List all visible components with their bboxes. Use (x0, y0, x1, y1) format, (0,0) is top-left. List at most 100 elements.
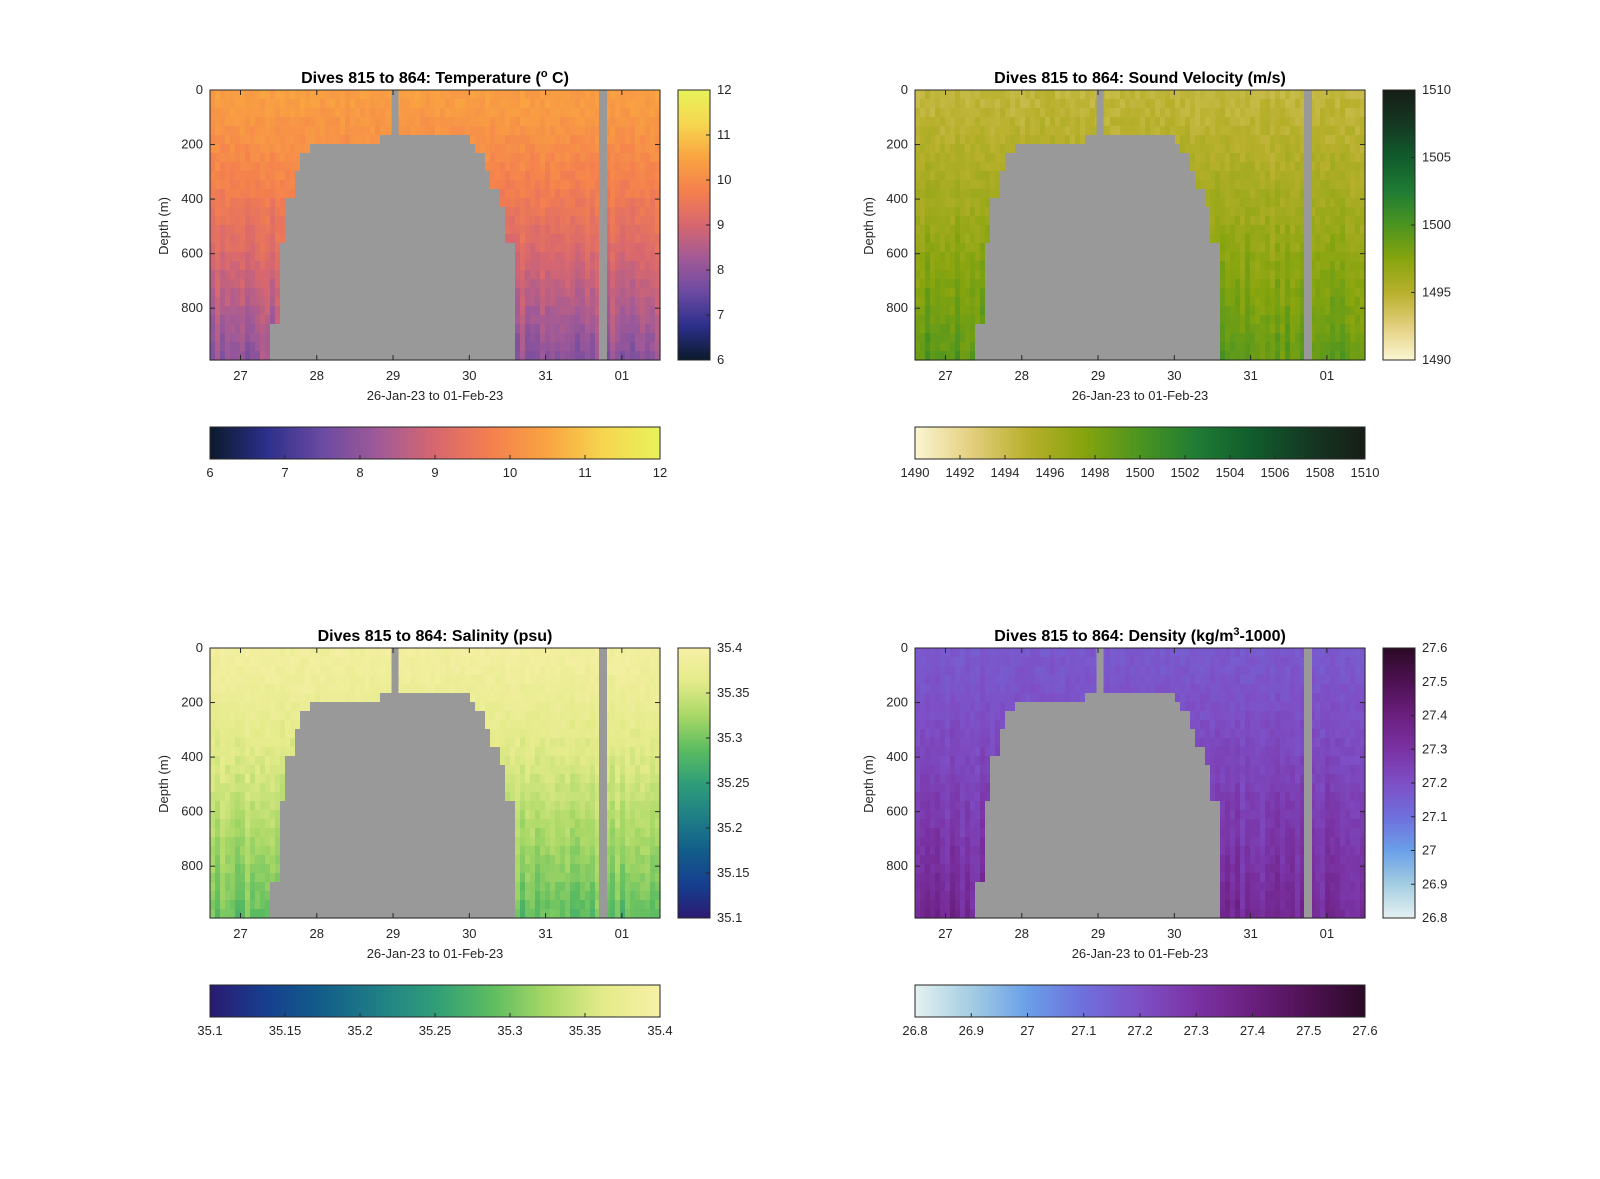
heatmap-cell (955, 198, 961, 208)
heatmap-cell (1080, 144, 1086, 154)
heatmap-cell (635, 207, 641, 217)
heatmap-cell (1065, 144, 1071, 154)
heatmap-cell (1040, 180, 1046, 190)
heatmap-cell (1235, 261, 1241, 271)
heatmap-cell (480, 99, 486, 109)
heatmap-cell (1000, 99, 1006, 109)
heatmap-cell (450, 108, 456, 118)
heatmap-cell (1190, 189, 1196, 199)
heatmap-cell (1275, 144, 1281, 154)
heatmap-cell (930, 117, 936, 127)
heatmap-cell (990, 90, 996, 100)
heatmap-cell (470, 351, 476, 361)
heatmap-cell (260, 108, 266, 118)
heatmap-cell (555, 90, 561, 100)
heatmap-cell (1105, 216, 1111, 226)
heatmap-cell (415, 198, 421, 208)
heatmap-cell (520, 270, 526, 280)
heatmap-cell (430, 234, 436, 244)
heatmap-cell (1235, 252, 1241, 262)
heatmap-cell (1035, 315, 1041, 325)
heatmap-cell (515, 243, 521, 253)
heatmap-cell (580, 342, 586, 352)
heatmap-cell (1015, 351, 1021, 361)
heatmap-cell (1160, 99, 1166, 109)
heatmap-cell (1115, 207, 1121, 217)
heatmap-cell (430, 90, 436, 100)
heatmap-cell (250, 171, 256, 181)
heatmap-cell (540, 270, 546, 280)
heatmap-cell (1220, 189, 1226, 199)
heatmap-cell (395, 315, 401, 325)
heatmap-cell (320, 225, 326, 235)
heatmap-cell (290, 99, 296, 109)
heatmap-cell (1005, 297, 1011, 307)
heatmap-cell (1070, 324, 1076, 334)
heatmap-cell (1250, 288, 1256, 298)
heatmap-cell (1030, 126, 1036, 136)
heatmap-cell (1210, 324, 1216, 334)
plot-title: Dives 815 to 864: Temperature (o C) (301, 68, 569, 87)
heatmap-cell (1250, 180, 1256, 190)
heatmap-cell (1205, 108, 1211, 118)
heatmap-cell (935, 189, 941, 199)
heatmap-cell (340, 180, 346, 190)
heatmap-cell (230, 117, 236, 127)
heatmap-cell (1015, 180, 1021, 190)
heatmap-cell (315, 144, 321, 154)
heatmap-cell (635, 171, 641, 181)
heatmap-cell (535, 243, 541, 253)
heatmap-cell (1035, 288, 1041, 298)
heatmap-cell (1025, 306, 1031, 316)
heatmap-cell (380, 234, 386, 244)
heatmap-cell (965, 126, 971, 136)
heatmap-cell (990, 153, 996, 163)
heatmap-cell (275, 297, 281, 307)
heatmap-cell (1200, 342, 1206, 352)
heatmap-cell (1035, 216, 1041, 226)
heatmap-cell (380, 342, 386, 352)
heatmap-cell (1130, 225, 1136, 235)
heatmap-cell (245, 324, 251, 334)
heatmap-cell (935, 351, 941, 361)
heatmap-cell (625, 207, 631, 217)
heatmap-cell (1160, 162, 1166, 172)
heatmap-cell (415, 234, 421, 244)
heatmap-cell (275, 162, 281, 172)
heatmap-cell (365, 189, 371, 199)
heatmap-cell (655, 198, 661, 208)
heatmap-cell (305, 108, 311, 118)
heatmap-cell (225, 198, 231, 208)
heatmap-cell (580, 306, 586, 316)
heatmap-cell (485, 117, 491, 127)
heatmap-cell (545, 270, 551, 280)
heatmap-cell (220, 207, 226, 217)
heatmap-cell (1020, 99, 1026, 109)
heatmap-cell (270, 270, 276, 280)
heatmap-cell (1125, 117, 1131, 127)
heatmap-cell (360, 153, 366, 163)
heatmap-cell (1135, 198, 1141, 208)
heatmap-cell (490, 126, 496, 136)
heatmap-cell (925, 117, 931, 127)
heatmap-cell (1110, 90, 1116, 100)
heatmap-cell (210, 297, 216, 307)
heatmap-cell (1120, 189, 1126, 199)
heatmap-cell (1055, 162, 1061, 172)
heatmap-cell (420, 171, 426, 181)
heatmap-cell (225, 189, 231, 199)
heatmap-cell (955, 171, 961, 181)
heatmap-cell (1210, 153, 1216, 163)
heatmap-cell (980, 216, 986, 226)
heatmap-cell (1055, 117, 1061, 127)
heatmap-cell (1235, 342, 1241, 352)
heatmap-cell (455, 189, 461, 199)
heatmap-cell (1275, 279, 1281, 289)
heatmap-cell (570, 306, 576, 316)
heatmap-cell (625, 135, 631, 145)
heatmap-cell (455, 252, 461, 262)
heatmap-cell (1035, 117, 1041, 127)
heatmap-cell (585, 270, 591, 280)
heatmap-cell (1180, 234, 1186, 244)
heatmap-cell (230, 207, 236, 217)
